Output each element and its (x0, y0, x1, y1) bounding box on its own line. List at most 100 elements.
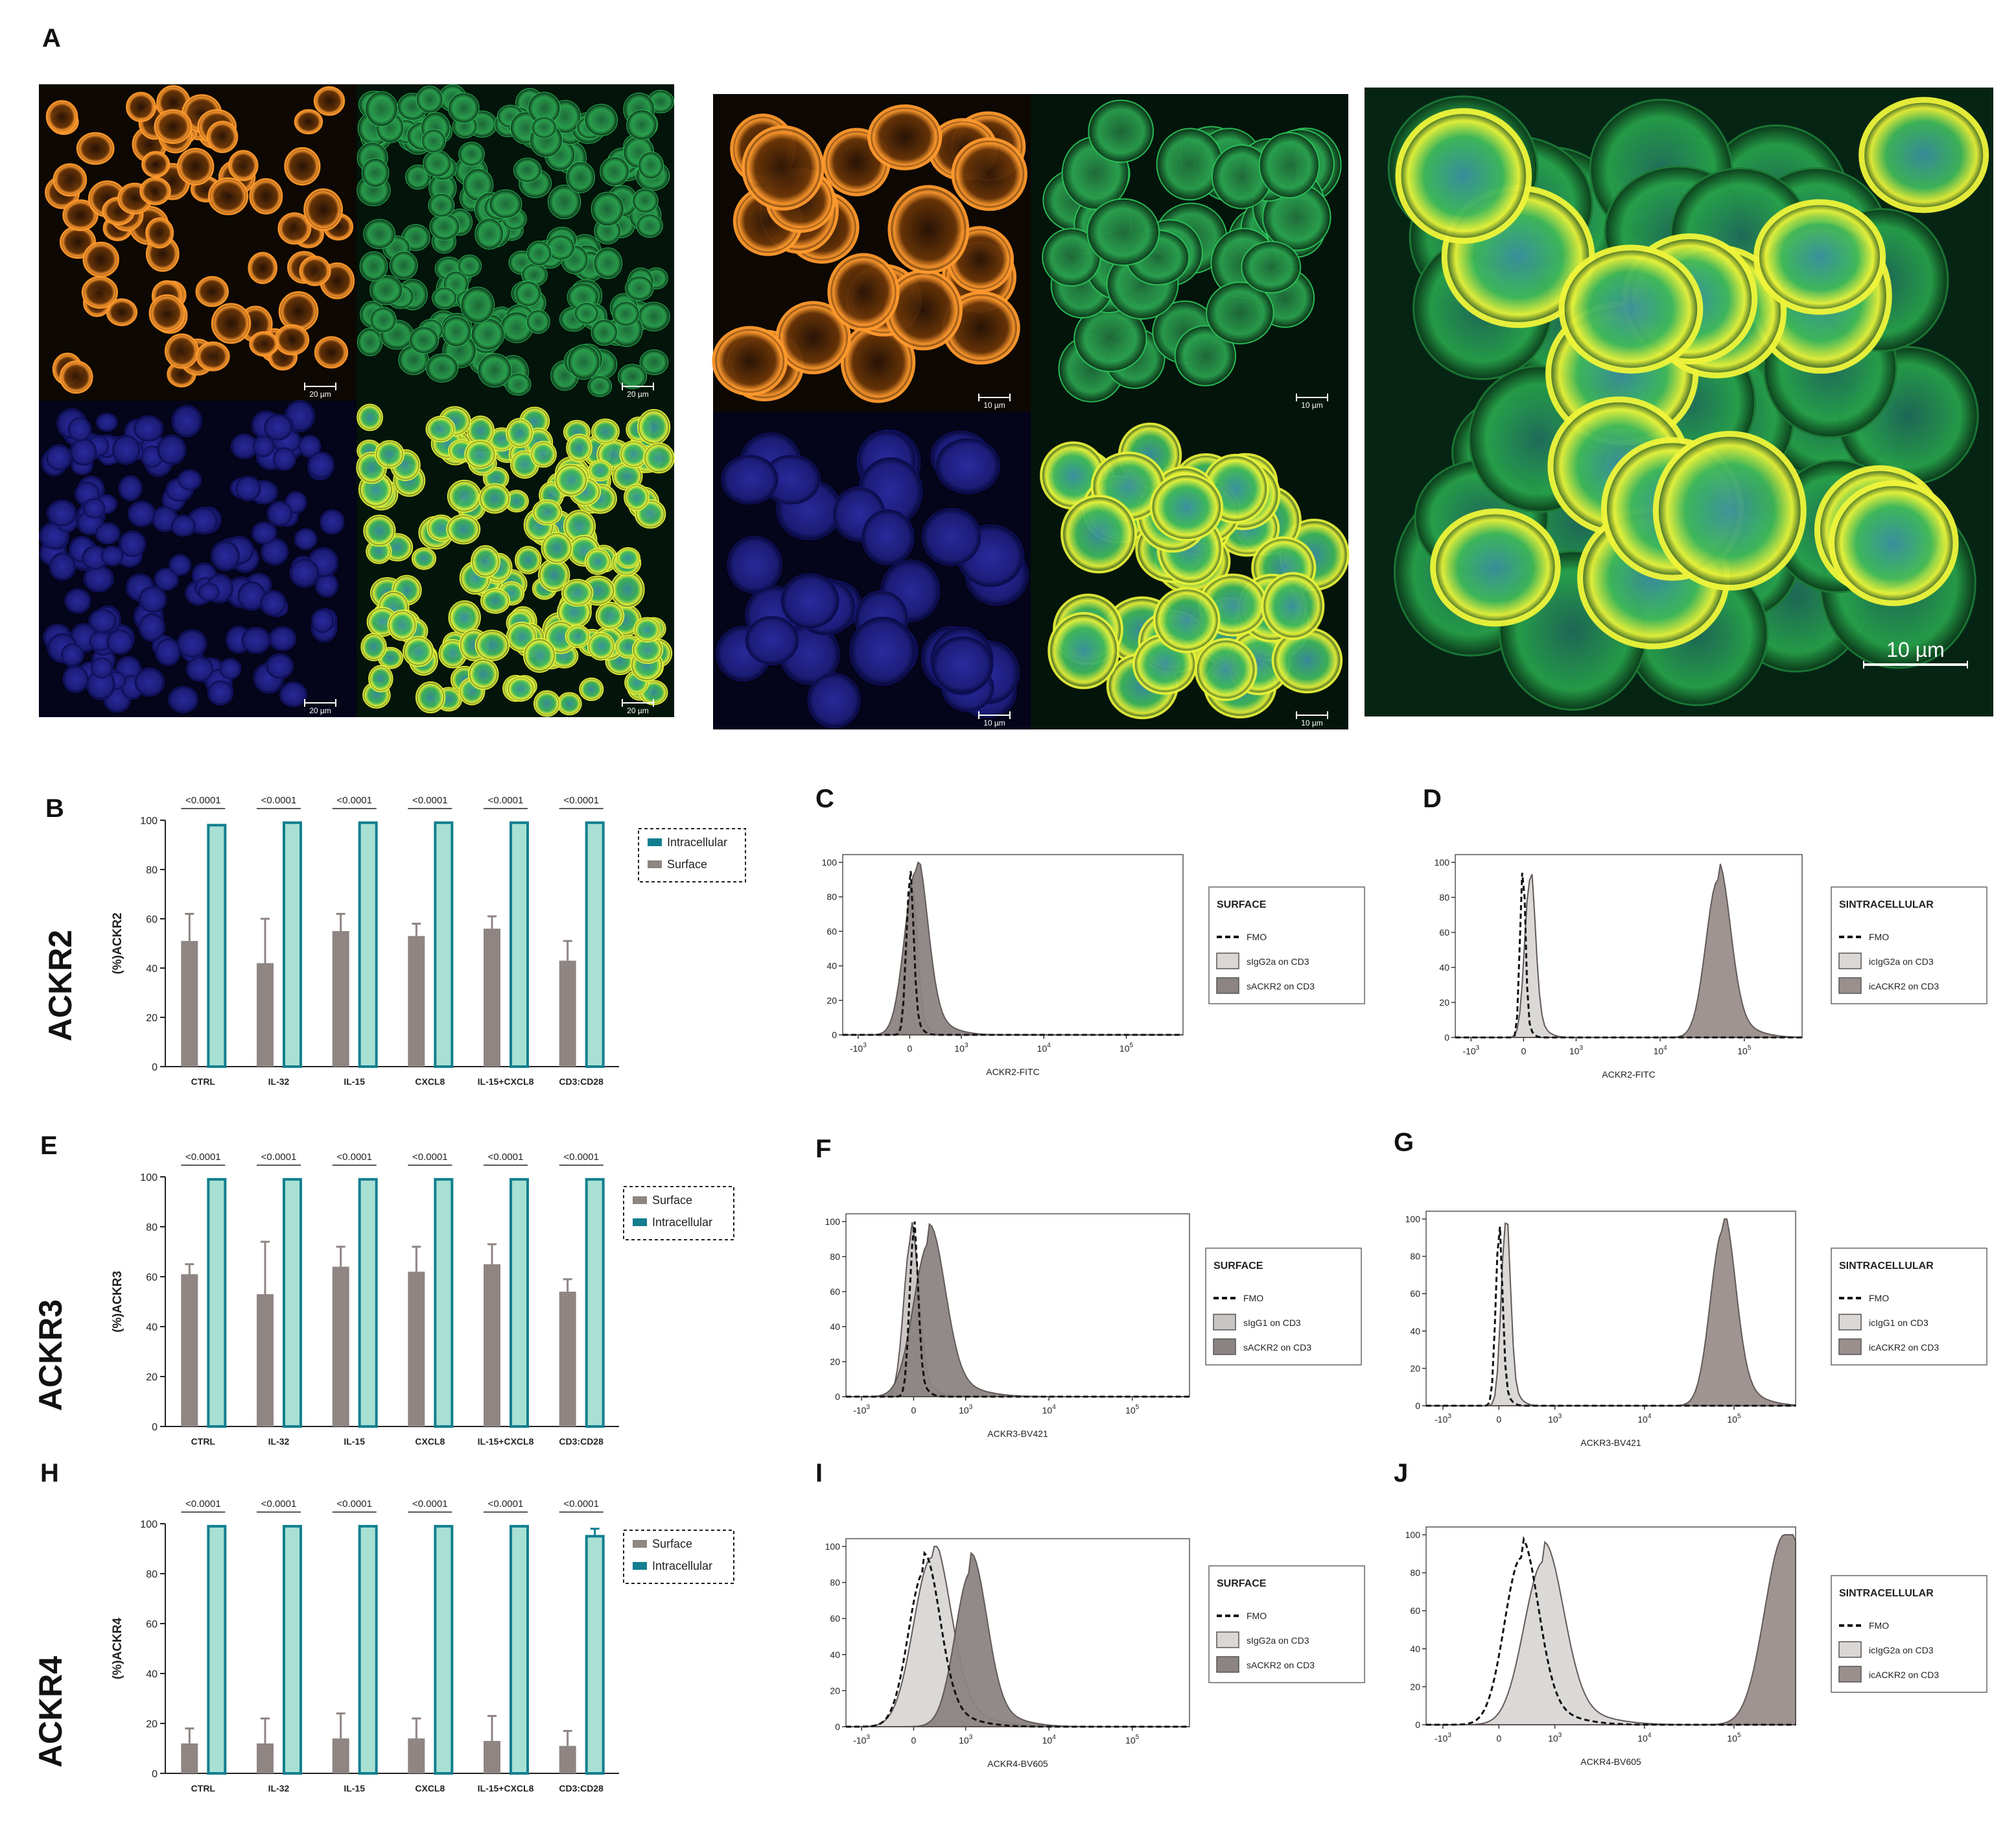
tile-orange-20um-cell (211, 303, 252, 344)
p-value-label: <0.0001 (261, 795, 297, 806)
tile-green-10um-cell (1156, 128, 1224, 201)
tile-blue-20um-cell (252, 435, 275, 458)
y-tick-label: 0 (152, 1769, 158, 1780)
y-tick-label: 0 (1415, 1720, 1420, 1730)
tile-green-20um-cell (526, 241, 552, 266)
p-value-label: <0.0001 (563, 795, 599, 806)
tile-merge-20um-cell (475, 630, 510, 661)
p-value-label: <0.0001 (185, 1498, 221, 1509)
bar-surface (257, 1743, 274, 1773)
legend-label: icACKR2 on CD3 (1869, 1670, 1939, 1680)
legend-swatch (1213, 1314, 1236, 1331)
legend-swatch (1838, 1666, 1862, 1683)
tile-green-10um-cell (1241, 241, 1302, 294)
tile-orange-10um-cell (712, 325, 788, 396)
x-tick-label: 103 (959, 1734, 973, 1745)
tile-green-20um-cell (425, 353, 459, 383)
bar-surface (408, 936, 425, 1067)
tile-orange-20um-cell (284, 147, 321, 186)
tile-merge-20um-cell (522, 637, 556, 673)
x-axis-label: ACKR4-BV605 (1580, 1757, 1641, 1767)
bar-intracellular (434, 1524, 454, 1775)
tile-blue-10um-cell (727, 536, 782, 594)
category-label: CXCL8 (415, 1436, 445, 1447)
bar-intracellular (585, 1535, 605, 1775)
legend-swatch (1838, 1314, 1862, 1331)
y-tick-label: 40 (830, 1321, 840, 1332)
tile-merge-20um-cell (637, 408, 671, 445)
panel-label-j: J (1394, 1459, 1408, 1487)
tile-blue-20um-cell (138, 586, 167, 613)
legend-title: SINTRACELLULAR (1839, 899, 1934, 910)
tile-orange-20um-cell (53, 163, 88, 197)
tile-blue-20um-cell (235, 476, 261, 501)
bar-intracellular (283, 1524, 302, 1775)
tile-green-20um-cell (428, 193, 455, 218)
y-tick-label: 60 (146, 914, 158, 925)
tile-merge-10um-cell (1149, 473, 1224, 542)
bar-surface (181, 1743, 198, 1773)
tile-merge-20um-scale-label: 20 µm (627, 706, 649, 715)
category-label: CTRL (191, 1783, 216, 1793)
histogram-fmo (846, 1550, 1190, 1728)
tile-merge-10um-cells (1040, 422, 1350, 720)
tile-merge-20um-cell (643, 442, 675, 474)
p-value-label: <0.0001 (185, 795, 221, 806)
bar-surface (332, 931, 349, 1067)
tile-orange-20um-cell (164, 333, 199, 369)
tile-orange-10um-cell (742, 125, 825, 211)
tile-blue-10um-cell (807, 672, 861, 728)
tile-orange-20um-cell (206, 121, 239, 154)
tile-green-20um-cell (593, 247, 623, 279)
x-tick-label: 103 (954, 1042, 968, 1054)
tile-orange-10um-cell (867, 104, 943, 171)
tile-green-20um-cell (548, 185, 581, 219)
tile-blue-10um-cell (931, 636, 994, 694)
bar-intracellular (434, 821, 454, 1069)
tile-merge-20um-cell (425, 416, 456, 443)
bar-intracellular (283, 821, 302, 1069)
y-tick-label: 60 (146, 1272, 158, 1283)
tile-green-20um-cell (513, 158, 542, 183)
bar-surface (332, 1738, 349, 1773)
legend-label-intracellular: Intracellular (652, 1559, 712, 1572)
legend-label: sIgG2a on CD3 (1247, 956, 1309, 967)
tile-blue-20um-cell (88, 609, 117, 633)
tile-blue-20um-cell (176, 629, 207, 658)
bar-intracellular (358, 821, 378, 1069)
tile-orange-20um-cell (176, 148, 215, 185)
bar-surface (257, 963, 274, 1067)
x-tick-label: 103 (1569, 1045, 1584, 1056)
tile-green-20um-cell (591, 319, 618, 346)
micrograph-zoom-merge: 10 µm (1365, 88, 1993, 716)
x-tick-label: 103 (1548, 1413, 1562, 1425)
zoom-yellow-cell (1652, 431, 1807, 591)
bar-intracellular (585, 821, 605, 1069)
tile-orange-20um-cell (141, 150, 170, 178)
tile-green-20um-cell (359, 251, 388, 281)
tile-merge-20um-cell (541, 532, 573, 564)
tile-orange-10um-cell (827, 253, 900, 331)
y-tick-label: 20 (830, 1356, 840, 1367)
legend-title: SINTRACELLULAR (1839, 1588, 1934, 1599)
bar-intracellular (207, 1524, 227, 1775)
tile-blue-10um-cell (745, 615, 799, 665)
tile-blue-20um-cell (272, 447, 296, 471)
tile-orange-20um-cell (59, 361, 93, 394)
y-tick-label: 80 (830, 1251, 840, 1262)
tile-blue-20um-cell (198, 582, 220, 602)
category-label: IL-32 (268, 1436, 290, 1447)
tile-blue-20um-cell (64, 588, 91, 614)
y-tick-label: 60 (146, 1619, 158, 1630)
tile-merge-20um-cell (557, 692, 582, 716)
tile-blue-20um-cell (96, 412, 118, 432)
tile-merge-20um-cell (595, 602, 625, 630)
y-tick-label: 100 (140, 1519, 158, 1530)
tile-orange-20um-cell (248, 252, 278, 285)
tile-merge-20um-cell (464, 439, 497, 469)
panel-label-a: A (42, 24, 61, 53)
tile-blue-10um-cells (716, 429, 1029, 728)
tile-green-20um-cell (626, 109, 657, 141)
legend-label: sACKR2 on CD3 (1247, 981, 1315, 991)
x-tick-label: -103 (1462, 1045, 1479, 1056)
